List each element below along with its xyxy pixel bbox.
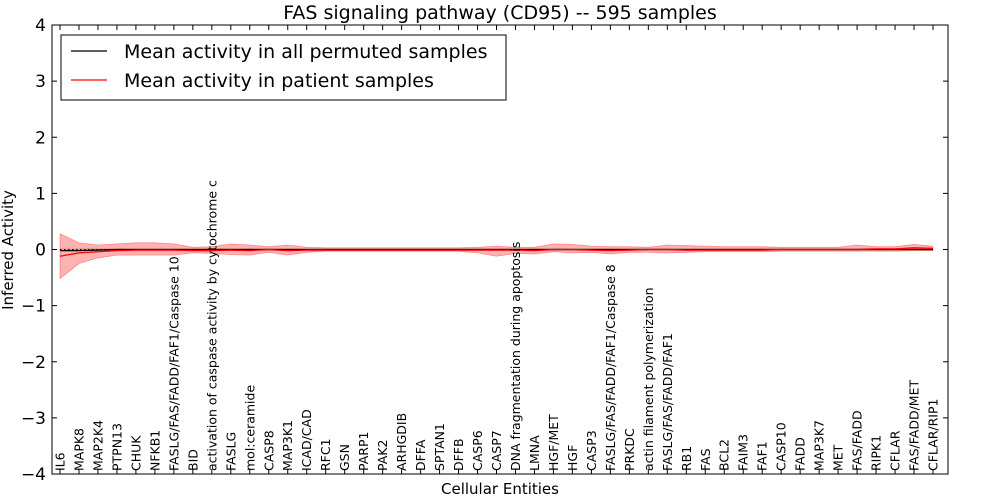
x-tick-label: HGF [565,445,580,471]
x-tick-label: FAS [698,448,713,471]
x-tick-label: FAIM3 [736,434,751,471]
legend-label-permuted: Mean activity in all permuted samples [124,41,487,63]
x-tick-label: ARHGDIB [394,413,409,471]
x-tick-label: DFFB [451,438,466,471]
x-tick-label: HGF/MET [546,414,561,471]
x-tick-label: SPTAN1 [432,423,447,471]
x-tick-label: FAF1 [755,441,770,471]
y-tick-label: 4 [35,16,46,36]
y-tick-label: 0 [35,241,46,261]
x-tick-label: DNA fragmentation during apoptosis [508,242,523,471]
x-tick-label: RB1 [679,446,694,471]
x-tick-label: PAK2 [375,440,390,471]
x-tick-label: GSN [337,444,352,471]
x-tick-label: mol:ceramide [242,385,257,471]
x-tick-label: ICAD/CAD [299,409,314,471]
x-tick-label: FAS/FADD [850,410,865,471]
x-tick-label: MET [831,444,846,471]
x-tick-label: IL6 [53,452,68,471]
x-tick-label: PRKDC [622,428,637,471]
x-tick-label: CASP3 [584,430,599,471]
x-tick-label: FAS/FADD/MET [907,380,922,471]
x-tick-label: FASLG/FAS/FADD/FAF1/Caspase 8 [603,264,618,471]
x-tick-label: RFC1 [318,438,333,471]
x-tick-label: actin filament polymerization [641,287,656,471]
x-tick-label: MAPK8 [71,428,86,471]
y-tick-label: 2 [35,128,46,148]
x-axis-label: Cellular Entities [441,480,559,498]
y-tick-label: 3 [35,72,46,92]
chart-title: FAS signaling pathway (CD95) -- 595 samp… [283,2,717,24]
x-tick-label: activation of caspase activity by cytoch… [204,180,219,471]
band-patient [59,233,934,280]
x-tick-label: RIPK1 [869,435,884,471]
x-tick-label: NFKB1 [147,430,162,471]
x-tick-label: FADD [793,437,808,471]
x-tick-label: CFLAR [888,430,903,471]
y-tick-label: −2 [21,353,46,373]
x-tick-label: BCL2 [717,439,732,471]
x-tick-label: FASLG/FAS/FADD/FAF1/Caspase 10 [166,256,181,471]
x-tick-label: MAP3K7 [812,420,827,471]
y-tick-label: −1 [21,297,46,317]
x-tick-label: MAP2K4 [90,420,105,471]
x-tick-label: FASLG/FAS/FADD/FAF1 [660,333,675,471]
y-tick-label: −4 [21,465,46,485]
x-tick-label: BID [185,449,200,471]
x-tick-label: CASP10 [774,422,789,471]
x-tick-label: PARP1 [356,432,371,471]
x-tick-label: CASP7 [489,430,504,471]
x-tick-label: CFLAR/RIP1 [926,399,941,471]
x-tick-label: CHUK [128,435,143,471]
x-tick-label: LMNA [527,435,542,471]
y-axis-label: Inferred Activity [0,190,17,310]
y-tick-label: 1 [35,184,46,204]
legend-box [60,34,507,101]
x-tick-label: MAP3K1 [280,420,295,471]
x-tick-label: CASP6 [470,430,485,471]
y-tick-label: −3 [21,409,46,429]
x-tick-label: FASLG [223,432,238,471]
legend-label-patient: Mean activity in patient samples [124,70,434,92]
x-tick-label: CASP8 [261,430,276,471]
x-tick-label: DFFA [413,439,428,471]
legend: Mean activity in all permuted samples Mea… [60,34,507,101]
x-tick-label: PTPN13 [109,423,124,471]
